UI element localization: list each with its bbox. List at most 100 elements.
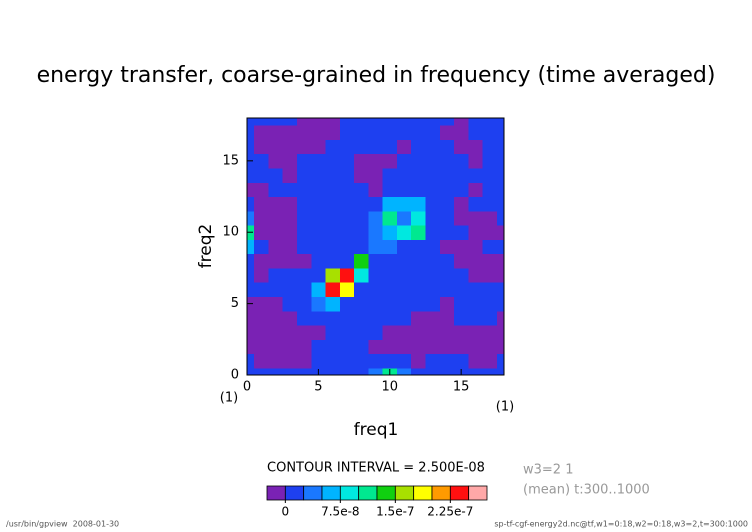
contour-cell [268, 182, 284, 198]
contour-cell [382, 196, 398, 212]
contour-cell [396, 210, 412, 226]
contour-cell [382, 167, 398, 183]
contour-cell [411, 310, 426, 326]
contour-cell [368, 167, 384, 183]
contour-cell [282, 367, 298, 375]
contour-cell [254, 196, 269, 212]
contour-cell [454, 139, 469, 155]
contour-cell [482, 118, 498, 126]
contour-cell [482, 253, 498, 269]
contour-cell [496, 282, 504, 297]
contour-cell [482, 239, 498, 255]
contour-cell [468, 139, 484, 155]
contour-cell [496, 310, 504, 326]
contour-cell [282, 210, 298, 226]
contour-cell [482, 296, 498, 312]
contour-cell [411, 210, 426, 226]
contour-cell [296, 325, 312, 340]
contour-cell [468, 296, 484, 312]
contour-cell [254, 367, 269, 375]
contour-cell [354, 367, 369, 375]
contour-cell [396, 253, 412, 269]
contour-cell [496, 239, 504, 255]
contour-cell [411, 118, 426, 126]
contour-cell [296, 353, 312, 369]
contour-cell [296, 118, 312, 126]
contour-cell [368, 339, 384, 355]
contour-cell [482, 367, 498, 375]
contour-cell [425, 139, 441, 155]
contour-cell [339, 210, 355, 226]
contour-cell [354, 139, 369, 155]
contour-cell [268, 139, 284, 155]
contour-cell [247, 325, 255, 340]
footer-right: sp-tf-cgf-energy2d.nc@tf,w1=0:18,w2=0:18… [494, 520, 748, 529]
contour-cell [311, 182, 327, 198]
contour-cell [396, 367, 412, 375]
colorbar-box [431, 485, 451, 501]
contour-cell [411, 153, 426, 169]
contour-cell [296, 153, 312, 169]
colorbar-box [468, 485, 488, 501]
contour-cell [382, 253, 398, 269]
contour-cell [368, 267, 384, 283]
y-tick-label: 10 [222, 225, 239, 240]
contour-cell [311, 153, 327, 169]
contour-cell [396, 310, 412, 326]
contour-cell [468, 210, 484, 226]
contour-cell [325, 118, 341, 126]
contour-cell [482, 282, 498, 297]
contour-cell [354, 353, 369, 369]
contour-cell [425, 118, 441, 126]
contour-cell [439, 325, 455, 340]
contour-cell [496, 296, 504, 312]
colorbar-box [339, 485, 360, 501]
contour-cell [396, 267, 412, 283]
contour-cell [482, 153, 498, 169]
contour-cell [425, 153, 441, 169]
contour-cell [268, 339, 284, 355]
contour-cell [325, 367, 341, 375]
contour-cell [254, 225, 269, 240]
contour-cell [268, 282, 284, 297]
contour-cell [382, 325, 398, 340]
contour-cell [339, 239, 355, 255]
contour-cell [368, 296, 384, 312]
contour-cell [425, 353, 441, 369]
contour-cell [454, 167, 469, 183]
contour-cell [411, 267, 426, 283]
contour-cell [247, 196, 255, 212]
contour-cell [496, 118, 504, 126]
contour-cell [296, 253, 312, 269]
contour-cell [382, 282, 398, 297]
contour-cell [325, 267, 341, 283]
contour-cell [268, 239, 284, 255]
contour-cell [268, 196, 284, 212]
contour-cell [496, 182, 504, 198]
contour-cell [439, 239, 455, 255]
contour-cell [454, 125, 469, 140]
contour-cell [268, 325, 284, 340]
contour-cell [482, 225, 498, 240]
y-unit: (1) [220, 391, 238, 406]
contour-cell [454, 253, 469, 269]
contour-cell [282, 118, 298, 126]
contour-cell [311, 267, 327, 283]
contour-cell [247, 367, 255, 375]
x-unit: (1) [496, 400, 514, 415]
contour-cell [368, 153, 384, 169]
contour-cell [339, 367, 355, 375]
contour-cell [439, 225, 455, 240]
contour-cell [482, 339, 498, 355]
contour-cell [311, 118, 327, 126]
contour-cell [325, 153, 341, 169]
chart-title: energy transfer, coarse-grained in frequ… [37, 63, 716, 88]
contour-cell [282, 253, 298, 269]
contour-cell [268, 118, 284, 126]
plot-frame [246, 117, 505, 376]
contour-cell [411, 325, 426, 340]
contour-cell [368, 253, 384, 269]
contour-cell [439, 153, 455, 169]
contour-cell [254, 310, 269, 326]
